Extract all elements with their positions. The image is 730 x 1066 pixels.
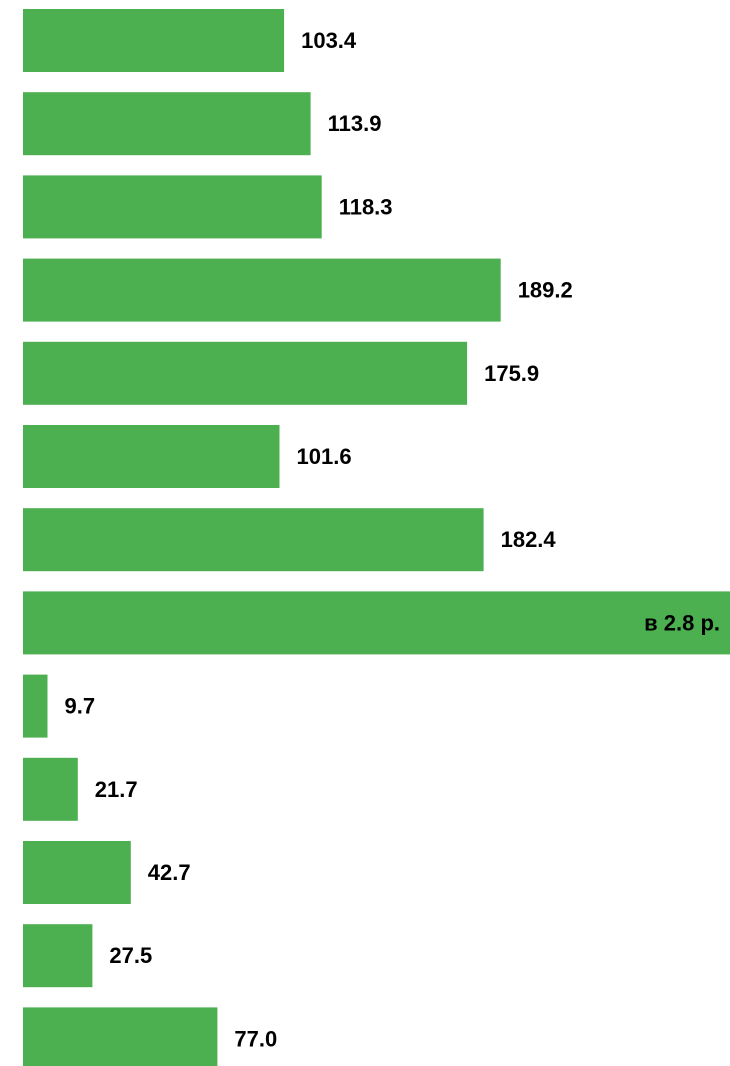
bar-11 <box>23 841 131 904</box>
bar-value-label-7: 182.4 <box>501 527 557 552</box>
bar-value-label-3: 118.3 <box>339 194 393 219</box>
bar-4 <box>23 258 501 322</box>
bars-group <box>23 9 730 1066</box>
bar-2 <box>23 92 311 156</box>
bar-13 <box>23 1007 218 1066</box>
labels-group: 103.4 113.9 118.3 189.2 175.9 101.6 182.4 в 2.8… <box>65 28 721 1051</box>
bar-5 <box>23 341 468 405</box>
bar-8 <box>23 591 730 655</box>
bar-value-label-2: 113.9 <box>328 111 382 136</box>
bar-value-label-9: 9.7 <box>65 694 96 719</box>
bar-10 <box>23 757 78 821</box>
bar-3 <box>23 175 322 239</box>
bar-7 <box>23 508 484 572</box>
bar-value-label-5: 175.9 <box>484 361 539 386</box>
bar-6 <box>23 425 280 488</box>
bar-12 <box>23 924 93 988</box>
bar-value-label-10: 21.7 <box>95 777 138 802</box>
bar-value-label-1: 103.4 <box>301 28 357 53</box>
bar-1 <box>23 9 285 72</box>
bar-value-label-13: 77.0 <box>234 1026 277 1051</box>
bar-value-label-11: 42.7 <box>148 860 191 885</box>
bar-9 <box>23 674 48 738</box>
bar-value-label-6: 101.6 <box>297 444 352 469</box>
bar-value-label-12: 27.5 <box>109 943 152 968</box>
bar-value-label-8: в 2.8 р. <box>644 610 720 635</box>
bar-value-label-4: 189.2 <box>518 278 573 303</box>
